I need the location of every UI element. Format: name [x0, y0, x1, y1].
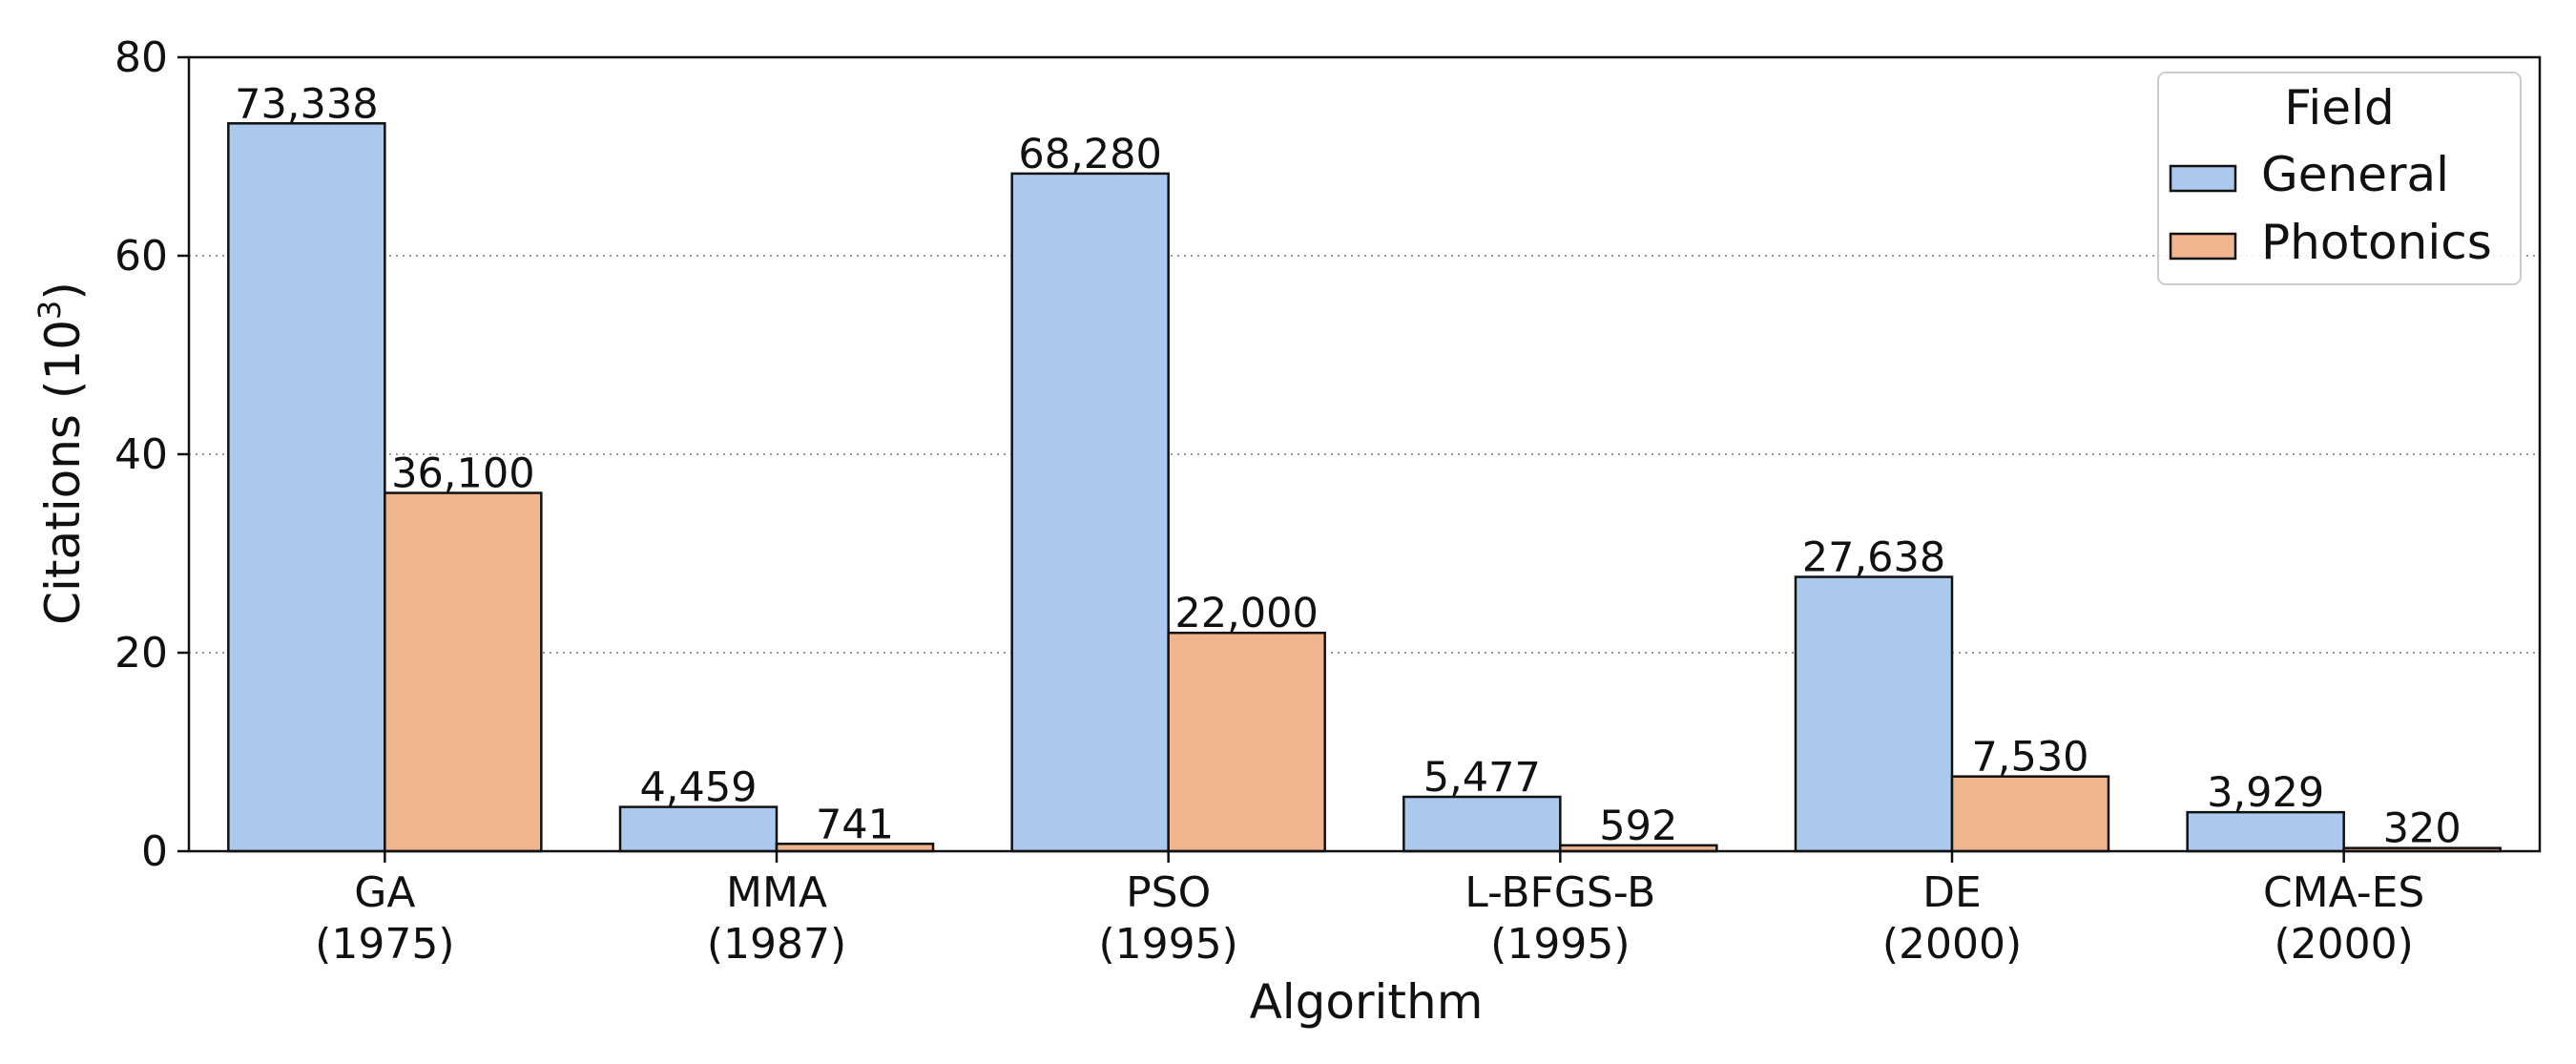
- bar-general: [227, 122, 386, 853]
- legend-box: [2157, 72, 2522, 285]
- data-label: 73,338: [235, 80, 378, 128]
- data-labels: 73,338 36,100 4,459 741 68,280 22,000 5,477 592…: [235, 80, 2462, 852]
- x-tick-label: MMA: [726, 868, 827, 917]
- x-tick-year: (1995): [1099, 920, 1238, 969]
- bars: [227, 122, 2502, 853]
- x-tick-label: GA: [354, 868, 415, 917]
- x-tick-year: (1975): [315, 920, 454, 969]
- data-label: 5,477: [1423, 754, 1541, 802]
- gridlines: [189, 255, 2540, 654]
- x-tick-year: (1995): [1490, 920, 1630, 969]
- axes: [177, 55, 2542, 863]
- legend-label-general: General: [2261, 147, 2449, 202]
- bar-general: [618, 805, 779, 853]
- data-label: 320: [2383, 805, 2462, 853]
- bar-photonics: [1950, 775, 2110, 853]
- data-label: 27,638: [1802, 534, 1945, 582]
- bar-photonics: [384, 491, 543, 853]
- y-axis-title-superscript: 3: [31, 301, 68, 320]
- legend-swatch-photonics: [2169, 232, 2237, 261]
- data-label: 4,459: [639, 764, 757, 812]
- x-tick-year: (2000): [2275, 920, 2414, 969]
- x-tick-label: DE: [1922, 868, 1982, 917]
- legend-swatch-general: [2169, 164, 2237, 193]
- y-axis-title: Citations (103): [31, 282, 91, 625]
- bar-general: [1794, 575, 1954, 853]
- bar-general: [1010, 172, 1170, 853]
- bar-general: [1402, 795, 1562, 853]
- data-label: 22,000: [1174, 590, 1318, 637]
- x-tick-label: PSO: [1126, 868, 1211, 917]
- y-tick-label: 20: [114, 629, 168, 678]
- tick-labels: 020406080GA(1975)MMA(1987)PSO(1995)L-BFG…: [114, 33, 2424, 969]
- x-axis-title: Algorithm: [1250, 974, 1484, 1030]
- y-axis-title-text: Citations (10: [35, 320, 91, 625]
- bar-general: [2186, 810, 2345, 853]
- bar-photonics: [1167, 631, 1326, 853]
- data-label: 7,530: [1971, 734, 2088, 782]
- data-label: 36,100: [391, 450, 534, 498]
- data-label: 3,929: [2207, 769, 2324, 817]
- y-tick-label: 0: [141, 827, 168, 876]
- data-label: 592: [1599, 803, 1677, 850]
- x-tick-label: CMA-ES: [2263, 868, 2424, 917]
- y-tick-label: 40: [114, 430, 168, 479]
- legend-label-photonics: Photonics: [2261, 215, 2492, 270]
- plot-frame: [187, 55, 2542, 853]
- legend-title: Field: [2284, 80, 2394, 136]
- y-tick-label: 60: [114, 232, 168, 281]
- x-tick-year: (1987): [707, 920, 846, 969]
- y-tick-label: 80: [114, 33, 168, 82]
- data-label: 741: [816, 801, 894, 848]
- x-tick-label: L-BFGS-B: [1465, 868, 1655, 917]
- data-label: 68,280: [1018, 131, 1161, 178]
- y-axis-title-close: ): [35, 282, 91, 301]
- legend: Field General Photonics: [2157, 72, 2522, 285]
- x-tick-year: (2000): [1882, 920, 2022, 969]
